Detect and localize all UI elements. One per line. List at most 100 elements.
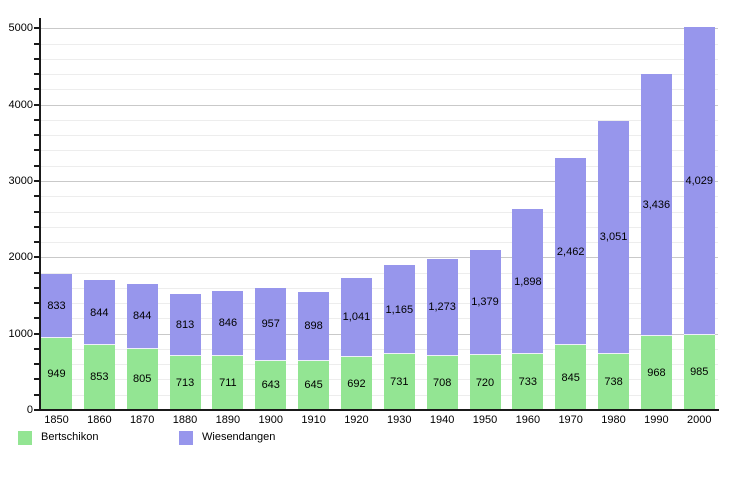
- minor-gridline-2600: [40, 211, 718, 213]
- minor-gridline-2400: [40, 226, 718, 228]
- y-axis-label-2000: 2000: [8, 251, 33, 264]
- value-label-bertschikon-1870: 805: [133, 373, 152, 386]
- minor-gridline-400: [40, 379, 718, 381]
- y-axis-label-1000: 1000: [8, 327, 33, 340]
- value-label-wiesendangen-1990: 3,436: [642, 198, 671, 211]
- bar-segment-bertschikon-1860: [83, 344, 115, 410]
- minor-gridline-1200: [40, 318, 718, 320]
- bar-segment-wiesendangen-2000: [683, 27, 715, 335]
- major-gridline-1000: [40, 333, 718, 335]
- value-label-bertschikon-1970: 845: [561, 371, 580, 384]
- minor-gridline-200: [40, 394, 718, 396]
- minor-gridline-2800: [40, 196, 718, 198]
- y-tick-4200: [34, 88, 40, 91]
- bar-segment-bertschikon-1970: [555, 345, 587, 410]
- value-label-wiesendangen-1860: 844: [90, 306, 109, 319]
- minor-gridline-1600: [40, 287, 718, 289]
- major-gridline-5000: [40, 28, 718, 30]
- minor-gridline-600: [40, 364, 718, 366]
- legend: Bertschikon Wiesendangen: [0, 430, 750, 450]
- legend-swatch-bertschikon: [18, 430, 32, 445]
- y-tick-3200: [34, 164, 40, 167]
- x-axis-label-1960: 1960: [515, 414, 541, 426]
- value-label-wiesendangen-1920: 1,041: [342, 311, 371, 324]
- bar-segment-bertschikon-1850: [41, 337, 72, 410]
- bar-segment-wiesendangen-1930: [383, 265, 415, 355]
- bar-segment-wiesendangen-1970: [555, 157, 587, 346]
- y-tick-5000: [34, 27, 40, 30]
- minor-gridline-4400: [40, 74, 718, 76]
- value-label-bertschikon-1860: 853: [90, 371, 109, 384]
- value-label-wiesendangen-1850: 833: [47, 299, 66, 312]
- value-label-wiesendangen-1880: 813: [175, 318, 195, 331]
- y-tick-3000: [34, 179, 40, 182]
- x-axis-label-1860: 1860: [87, 414, 112, 426]
- bar-segment-wiesendangen-1940: [426, 258, 458, 356]
- minor-gridline-800: [40, 348, 718, 350]
- bar-segment-bertschikon-1870: [126, 348, 158, 410]
- bar-segment-wiesendangen-1990: [640, 73, 672, 337]
- value-label-bertschikon-1910: 645: [304, 379, 323, 392]
- bar-segment-wiesendangen-1950: [469, 249, 501, 356]
- x-axis-label-1890: 1890: [215, 414, 241, 426]
- y-tick-800: [34, 347, 40, 350]
- y-tick-2600: [34, 210, 40, 213]
- value-label-wiesendangen-1900: 957: [261, 318, 280, 331]
- y-axis-label-0: 0: [26, 404, 33, 416]
- y-tick-2000: [34, 256, 40, 259]
- value-label-wiesendangen-1970: 2,462: [556, 245, 585, 258]
- value-label-bertschikon-1920: 692: [347, 377, 366, 390]
- value-label-wiesendangen-1980: 3,051: [599, 231, 628, 244]
- y-axis-label-5000: 5000: [8, 22, 33, 35]
- value-label-wiesendangen-1890: 846: [218, 317, 238, 330]
- minor-gridline-1400: [40, 303, 718, 305]
- value-label-bertschikon-1850: 949: [47, 367, 66, 380]
- value-label-wiesendangen-1910: 898: [304, 320, 323, 333]
- x-axis-label-1950: 1950: [472, 414, 498, 426]
- y-tick-0: [34, 409, 40, 411]
- y-tick-3400: [34, 149, 40, 152]
- y-tick-4600: [34, 57, 40, 60]
- x-axis-line: [38, 409, 719, 411]
- bar-segment-bertschikon-1880: [169, 355, 201, 410]
- minor-gridline-3800: [40, 119, 718, 121]
- y-tick-2800: [34, 195, 40, 198]
- y-tick-400: [34, 378, 40, 381]
- y-tick-1800: [34, 271, 40, 274]
- y-tick-4800: [34, 42, 40, 45]
- y-tick-2400: [34, 225, 40, 228]
- value-label-bertschikon-1890: 711: [219, 376, 237, 389]
- x-axis-label-1880: 1880: [172, 414, 198, 426]
- minor-gridline-3600: [40, 135, 718, 137]
- value-label-bertschikon-1980: 738: [604, 375, 623, 388]
- y-tick-3600: [34, 134, 40, 137]
- bar-segment-bertschikon-1950: [469, 355, 501, 410]
- bar-segment-wiesendangen-1870: [126, 284, 158, 349]
- x-axis-label-1900: 1900: [258, 414, 283, 426]
- bar-segment-bertschikon-1910: [298, 360, 330, 410]
- y-tick-4000: [34, 103, 40, 106]
- bar-segment-wiesendangen-1960: [512, 209, 544, 355]
- y-tick-2200: [34, 241, 40, 244]
- legend-item-wiesendangen: Wiesendangen: [179, 430, 275, 445]
- y-tick-4400: [34, 73, 40, 76]
- legend-item-bertschikon: Bertschikon: [18, 430, 98, 445]
- legend-swatch-wiesendangen: [179, 430, 193, 445]
- y-axis-label-4000: 4000: [8, 98, 33, 111]
- value-label-wiesendangen-1950: 1,379: [471, 296, 499, 309]
- y-tick-1200: [34, 317, 40, 320]
- bar-segment-wiesendangen-1860: [83, 280, 115, 345]
- bar-segment-wiesendangen-1880: [169, 293, 201, 356]
- y-axis-label-3000: 3000: [8, 174, 33, 187]
- x-axis-label-1970: 1970: [558, 414, 583, 426]
- x-axis-label-1990: 1990: [644, 414, 669, 426]
- value-label-bertschikon-1900: 643: [261, 379, 280, 392]
- major-gridline-2000: [40, 257, 718, 259]
- bar-segment-wiesendangen-1900: [255, 287, 287, 361]
- value-label-wiesendangen-2000: 4,029: [685, 175, 714, 188]
- bar-segment-bertschikon-1990: [640, 336, 672, 410]
- y-axis-line: [39, 18, 41, 411]
- x-axis-label-1930: 1930: [387, 414, 412, 426]
- x-axis-label-1850: 1850: [44, 414, 69, 426]
